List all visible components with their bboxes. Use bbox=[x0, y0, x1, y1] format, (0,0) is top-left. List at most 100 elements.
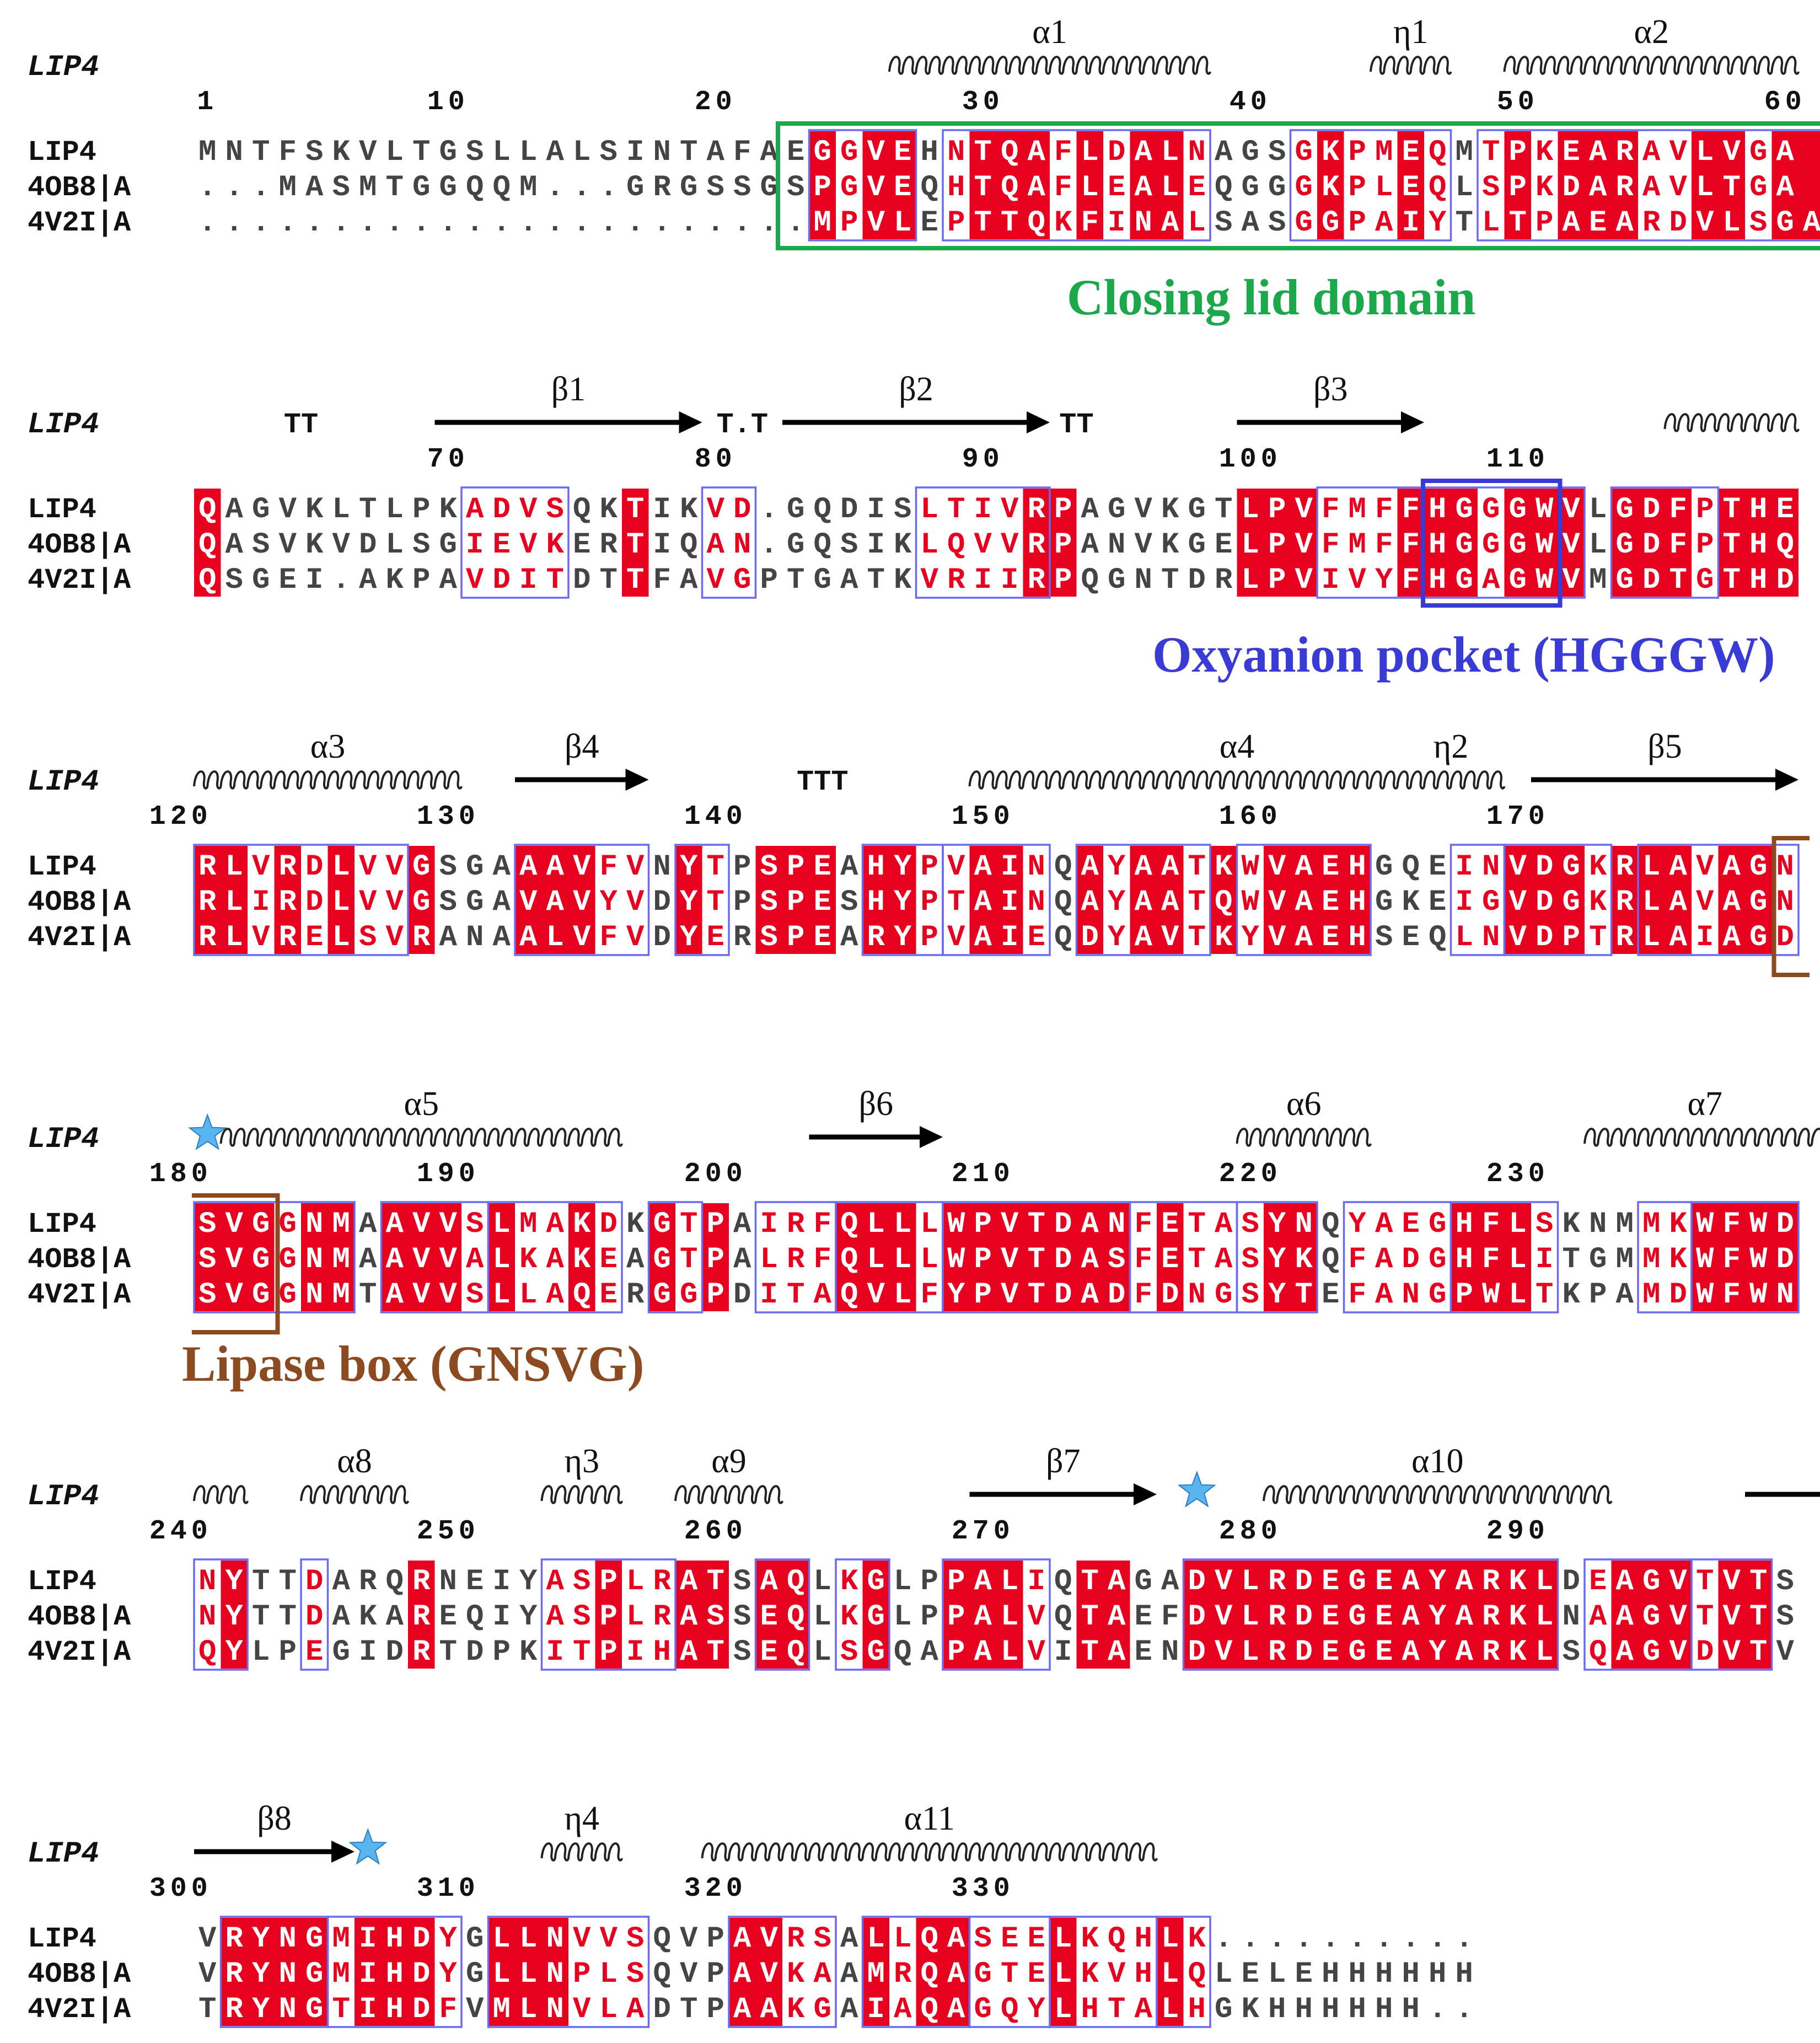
residue: H bbox=[867, 886, 885, 919]
residue: G bbox=[814, 564, 831, 597]
residue: R bbox=[1482, 1565, 1500, 1599]
residue: T bbox=[332, 1993, 350, 2026]
helix-label: α8 bbox=[337, 1443, 372, 1480]
residue: M bbox=[1456, 136, 1473, 169]
residue: V bbox=[1001, 528, 1019, 562]
residue: V bbox=[1696, 206, 1714, 240]
residue: A bbox=[466, 493, 484, 527]
position-number: 60 bbox=[1764, 87, 1806, 118]
residue: Q bbox=[921, 1993, 938, 2026]
residue: T bbox=[252, 1565, 270, 1599]
residue: G bbox=[1616, 528, 1634, 562]
sequence-name: 4OB8|A bbox=[28, 886, 131, 919]
residue: S bbox=[733, 1565, 751, 1599]
residue: L bbox=[894, 206, 911, 240]
position-number: 260 bbox=[684, 1516, 747, 1547]
strand-arrowhead bbox=[626, 769, 649, 791]
residue: H bbox=[1429, 528, 1446, 562]
residue: N bbox=[439, 1565, 457, 1599]
residue: L bbox=[226, 886, 243, 919]
residue: T bbox=[974, 206, 992, 240]
residue: I bbox=[974, 564, 992, 597]
residue: L bbox=[1642, 850, 1660, 884]
helix-mark bbox=[1237, 1129, 1371, 1146]
residue: V bbox=[226, 1243, 244, 1277]
residue: N bbox=[1776, 850, 1794, 884]
residue: L bbox=[1161, 171, 1179, 205]
residue: H bbox=[1456, 1243, 1473, 1277]
residue: V bbox=[279, 528, 297, 562]
helix-label: α2 bbox=[1634, 13, 1669, 51]
residue: H bbox=[1749, 528, 1767, 562]
residue: A bbox=[921, 1636, 939, 1669]
residue: A bbox=[1723, 850, 1741, 884]
residue: . bbox=[1268, 1922, 1286, 1956]
residue: A bbox=[1589, 171, 1607, 205]
residue: K bbox=[1322, 171, 1340, 205]
residue: G bbox=[626, 171, 644, 205]
residue: L bbox=[1509, 1278, 1527, 1312]
residue: . bbox=[1215, 1922, 1232, 1956]
residue: . bbox=[412, 206, 430, 240]
residue: K bbox=[1161, 493, 1179, 527]
residue: L bbox=[519, 1958, 537, 1991]
residue: V bbox=[1669, 171, 1688, 205]
residue: R bbox=[733, 921, 751, 955]
residue: N bbox=[466, 921, 484, 955]
residue: F bbox=[1402, 528, 1420, 562]
residue: G bbox=[1295, 136, 1313, 169]
helix-mark bbox=[221, 1129, 622, 1146]
residue: N bbox=[653, 850, 671, 884]
residue: A bbox=[1215, 1243, 1233, 1277]
residue: F bbox=[1723, 1243, 1741, 1277]
residue: E bbox=[1429, 850, 1446, 884]
residue: A bbox=[226, 493, 244, 527]
residue: M bbox=[1589, 564, 1607, 597]
residue: G bbox=[680, 1278, 697, 1312]
residue: A bbox=[546, 1243, 565, 1277]
residue: A bbox=[840, 1958, 858, 1991]
residue: P bbox=[787, 886, 804, 919]
residue: V bbox=[947, 850, 965, 884]
residue: G bbox=[1456, 564, 1473, 597]
residue: . bbox=[1322, 1922, 1339, 1956]
strand-arrowhead bbox=[920, 1126, 943, 1148]
residue: L bbox=[519, 1993, 537, 2026]
residue: G bbox=[760, 171, 778, 205]
residue: Y bbox=[439, 1958, 458, 1991]
residue: N bbox=[546, 1993, 564, 2026]
residue: I bbox=[252, 886, 270, 919]
residue: S bbox=[573, 1600, 590, 1634]
residue: Y bbox=[894, 850, 912, 884]
residue: F bbox=[1081, 206, 1099, 240]
residue: G bbox=[439, 136, 457, 169]
residue: K bbox=[1669, 1208, 1688, 1241]
helix-mark bbox=[194, 1486, 248, 1503]
residue: Y bbox=[1429, 1636, 1447, 1669]
residue: Y bbox=[680, 921, 698, 955]
helix-label: η3 bbox=[565, 1443, 599, 1480]
strand-arrowhead bbox=[679, 411, 702, 433]
residue: A bbox=[733, 1208, 751, 1241]
residue: T bbox=[1108, 1993, 1125, 2026]
residue: H bbox=[1429, 564, 1446, 597]
residue: D bbox=[1188, 1636, 1206, 1669]
residue: K bbox=[1215, 921, 1233, 955]
residue: . bbox=[760, 493, 778, 527]
residue: D bbox=[412, 1993, 430, 2026]
residue: K bbox=[1215, 850, 1233, 884]
residue: T bbox=[947, 493, 965, 527]
residue: Q bbox=[1001, 136, 1018, 169]
residue: A bbox=[680, 564, 698, 597]
residue: G bbox=[867, 1636, 885, 1669]
residue: L bbox=[1161, 1993, 1179, 2026]
residue: T bbox=[1749, 1565, 1767, 1599]
residue: R bbox=[653, 1565, 672, 1599]
residue: . bbox=[1429, 1922, 1446, 1956]
residue: A bbox=[1669, 921, 1688, 955]
residue: S bbox=[546, 493, 564, 527]
residue: Y bbox=[1349, 1208, 1367, 1241]
residue: Q bbox=[386, 1565, 404, 1599]
residue: L bbox=[1456, 171, 1473, 205]
